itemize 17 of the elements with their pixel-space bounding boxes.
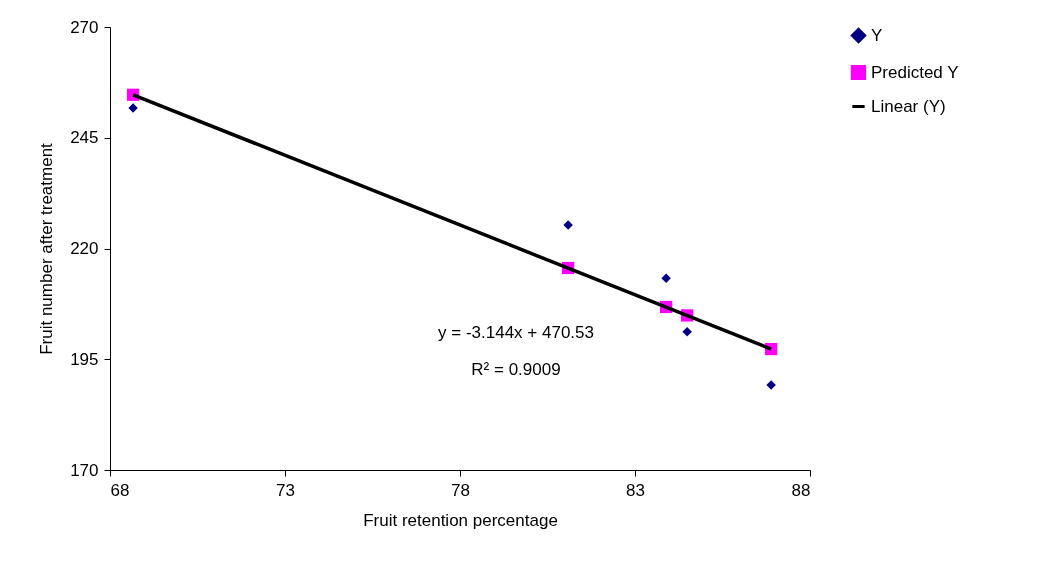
y-tick-label: 270 <box>70 17 99 37</box>
legend-label: Predicted Y <box>871 62 959 82</box>
legend-label: Linear (Y) <box>871 96 946 116</box>
x-tick-label: 78 <box>451 480 470 500</box>
y-tick-label: 170 <box>70 460 99 480</box>
x-tick-label: 73 <box>276 480 295 500</box>
x-tick-label: 83 <box>626 480 645 500</box>
y-tick-label: 195 <box>70 349 99 369</box>
annotation: y = -3.144x + 470.53 <box>438 322 594 342</box>
x-tick-label: 68 <box>110 480 130 500</box>
y-tick-label: 220 <box>70 239 99 258</box>
annotation: R² = 0.9009 <box>471 360 561 380</box>
legend-label: Y <box>871 25 883 45</box>
x-axis-title: Fruit retention percentage <box>363 510 558 530</box>
x-tick-label: 88 <box>791 480 811 500</box>
y-tick-label: 245 <box>70 128 99 148</box>
y-axis-title: Fruit number after treatment <box>37 142 57 355</box>
